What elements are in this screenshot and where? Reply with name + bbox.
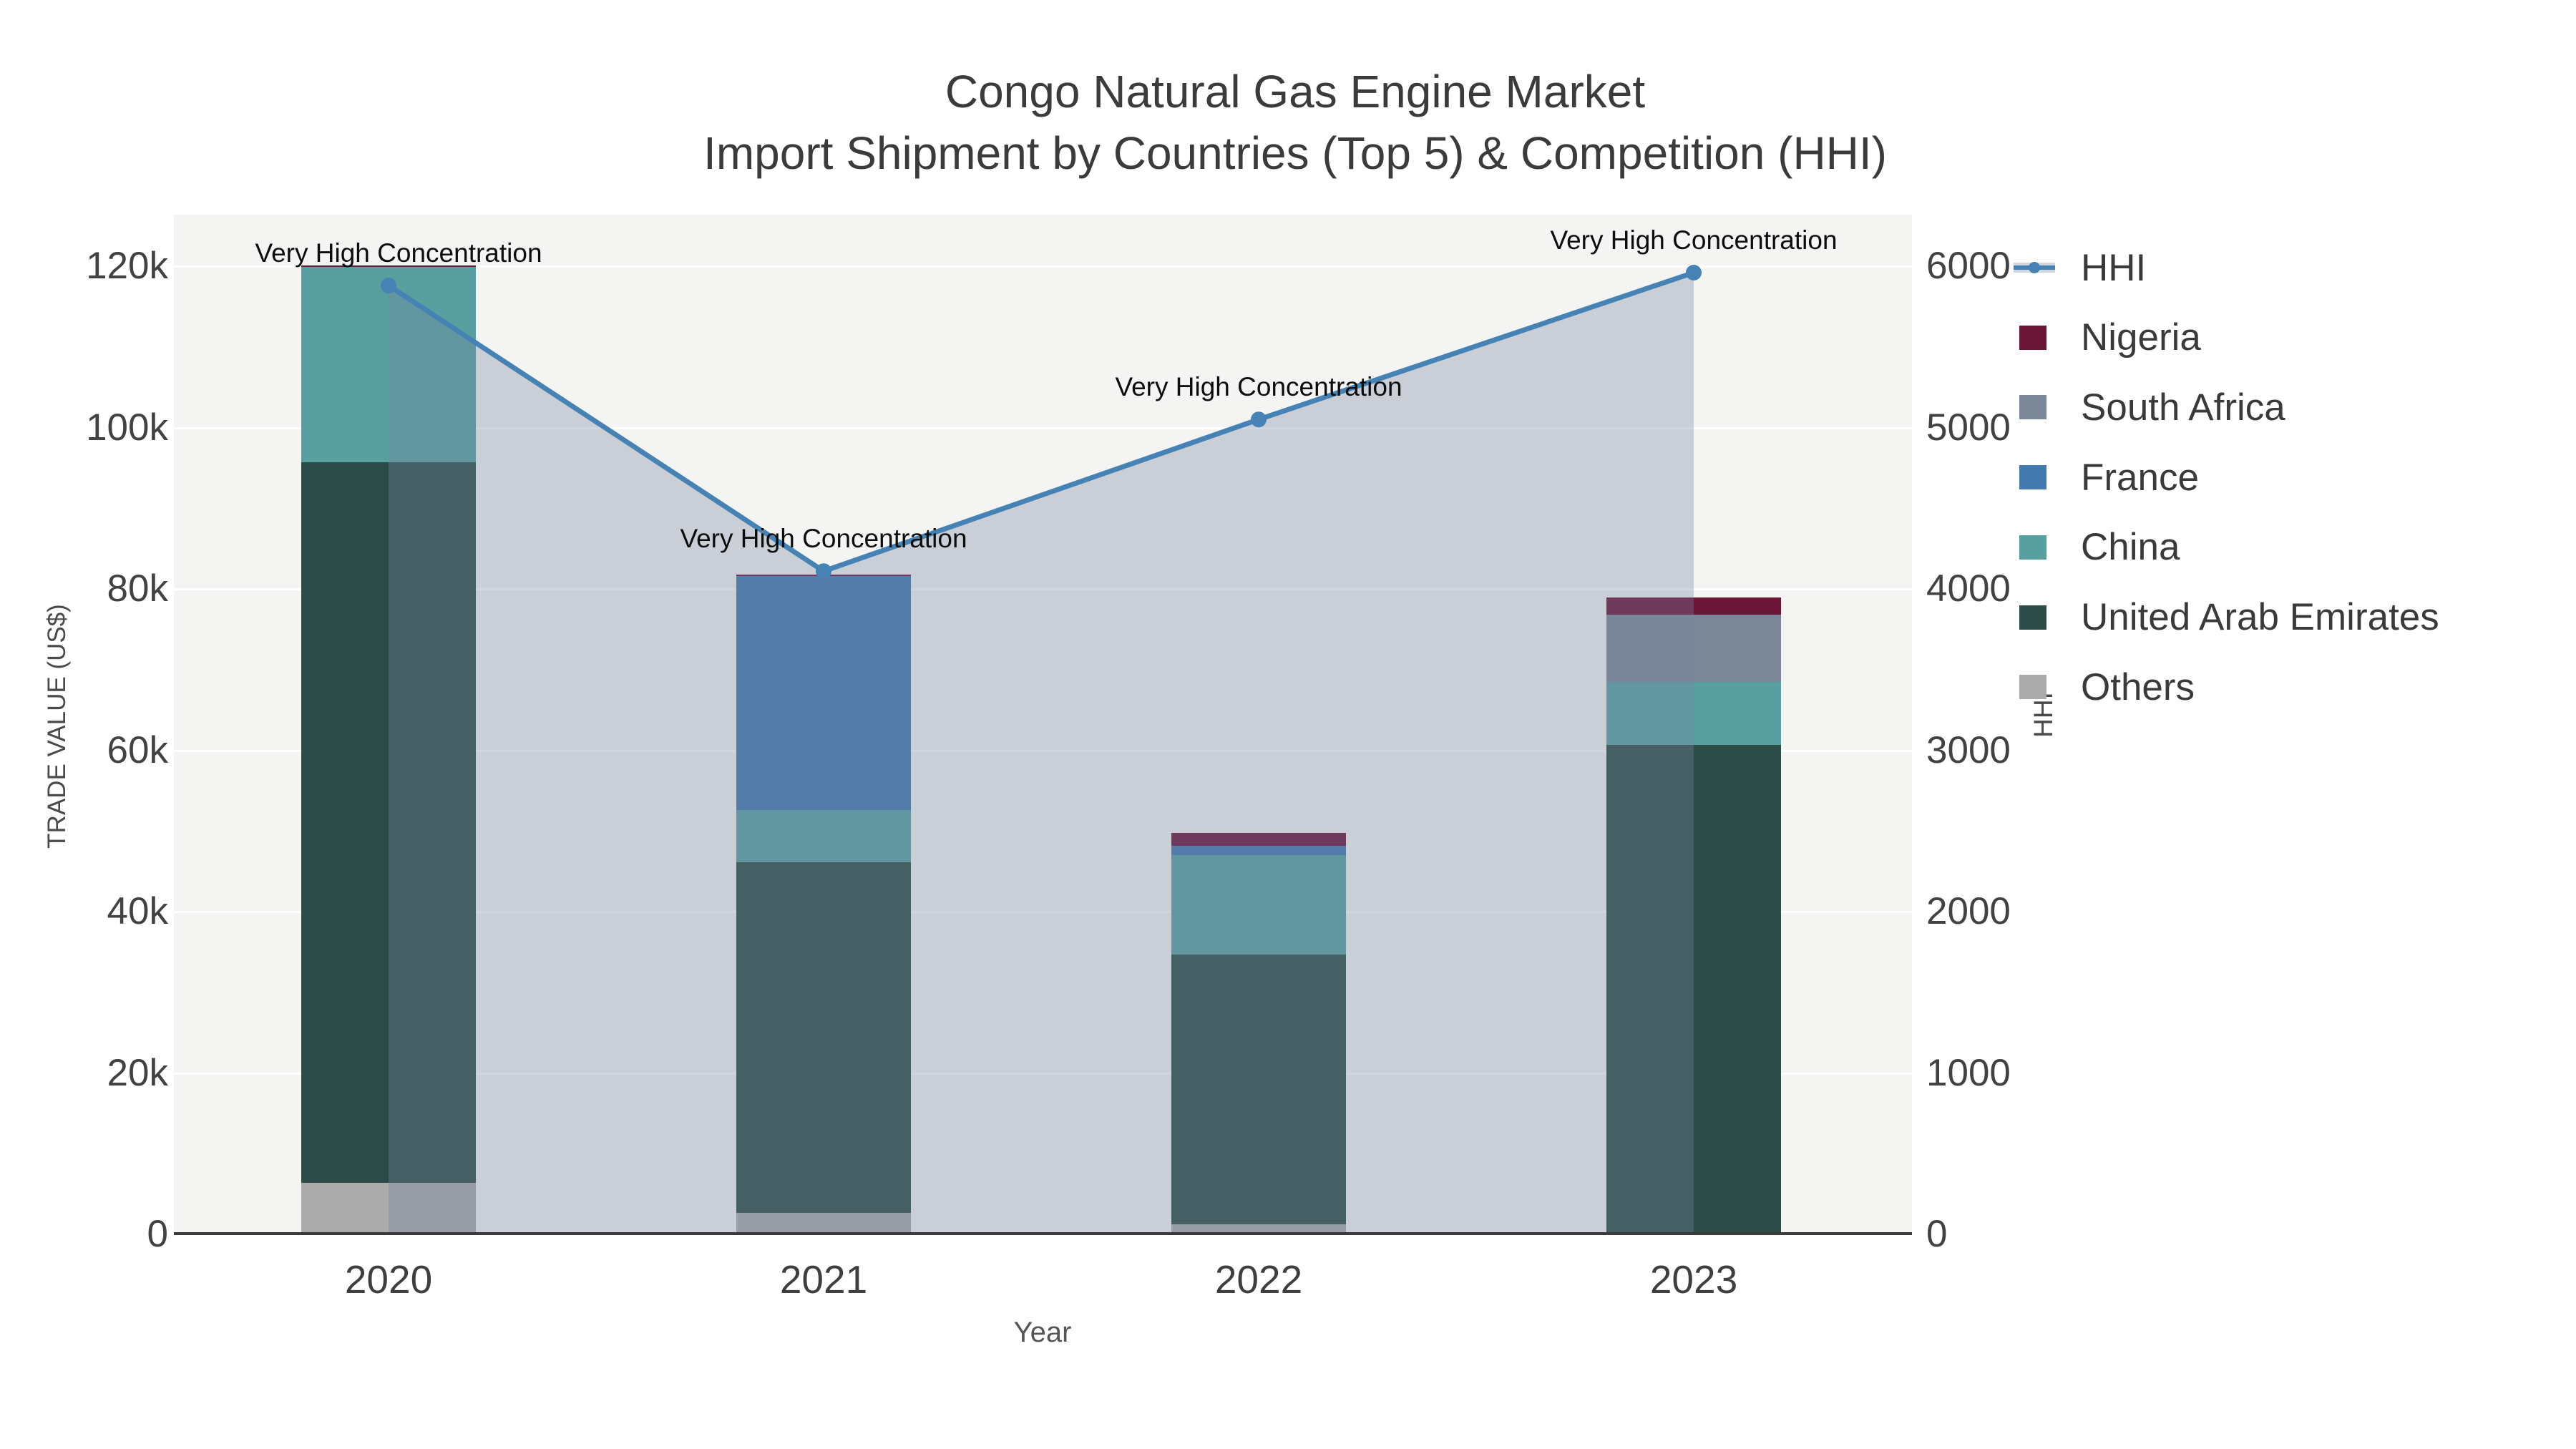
y-right-tick-1000: 1000 (1926, 1051, 2011, 1094)
color-swatch (2019, 465, 2046, 490)
bar-segment-2023-china[interactable] (1606, 681, 1781, 745)
y-right-tick-2000: 2000 (1926, 890, 2011, 932)
bar-segment-2021-china[interactable] (736, 809, 911, 863)
gridline-60k (174, 749, 1912, 752)
legend-label: Others (2081, 665, 2195, 708)
gridline-80k (174, 588, 1912, 590)
hhi-line-swatch-icon (2014, 253, 2055, 282)
united-arab-emirates-swatch-icon (2014, 603, 2055, 632)
gridline-20k (174, 1072, 1912, 1075)
bar-segment-2020-united-arab-emirates[interactable] (301, 462, 476, 1183)
color-swatch (2019, 605, 2046, 630)
bar-segment-2020-others[interactable] (301, 1182, 476, 1234)
legend-label: United Arab Emirates (2081, 596, 2439, 638)
color-swatch (2019, 535, 2046, 560)
france-swatch-icon (2014, 463, 2055, 492)
y-right-tick-5000: 5000 (1926, 406, 2011, 449)
bar-segment-2023-united-arab-emirates[interactable] (1606, 744, 1781, 1232)
color-swatch (2019, 675, 2046, 700)
x-tick-2023: 2023 (1649, 1257, 1738, 1302)
color-swatch (2019, 325, 2046, 350)
y-left-tick-60k: 60k (107, 728, 168, 771)
legend-item-china[interactable]: China (2014, 512, 2180, 582)
legend-label: South Africa (2081, 386, 2285, 429)
nigeria-swatch-icon (2014, 323, 2055, 352)
plot-area (174, 215, 1912, 1234)
y-right-tick-0: 0 (1926, 1213, 1948, 1255)
chart-title-line1: Congo Natural Gas Engine Market (945, 66, 1646, 117)
legend-item-others[interactable]: Others (2014, 652, 2195, 722)
bar-segment-2022-others[interactable] (1171, 1224, 1346, 1234)
legend-label: HHI (2081, 246, 2147, 289)
legend-item-nigeria[interactable]: Nigeria (2014, 303, 2201, 373)
y-left-tick-120k: 120k (86, 245, 168, 287)
bar-segment-2020-nigeria[interactable] (301, 265, 476, 268)
bar-segment-2021-united-arab-emirates[interactable] (736, 862, 911, 1213)
bar-segment-2022-france[interactable] (1171, 845, 1346, 856)
x-axis-title: Year (1013, 1317, 1072, 1348)
legend-label: France (2081, 456, 2199, 499)
y-left-tick-80k: 80k (107, 567, 168, 610)
annotation-2021: Very High Concentration (680, 524, 967, 554)
y-left-tick-100k: 100k (86, 406, 168, 449)
hhi-marker-2020[interactable] (381, 278, 396, 294)
annotation-2023: Very High Concentration (1550, 225, 1838, 255)
legend-label: Nigeria (2081, 316, 2201, 359)
legend-item-france[interactable]: France (2014, 442, 2199, 512)
hhi-marker-glyph (2029, 262, 2040, 273)
hhi-marker-2021[interactable] (816, 563, 831, 580)
bar-segment-2021-france[interactable] (736, 575, 911, 810)
chart-title-line2: Import Shipment by Countries (Top 5) & C… (703, 127, 1887, 179)
gridline-120k (174, 265, 1912, 268)
x-tick-2022: 2022 (1214, 1257, 1303, 1302)
x-axis-line (174, 1232, 1912, 1235)
y-right-tick-3000: 3000 (1926, 728, 2011, 771)
legend-item-south-africa[interactable]: South Africa (2014, 372, 2285, 442)
legend-item-united-arab-emirates[interactable]: United Arab Emirates (2014, 582, 2439, 653)
bar-segment-2020-china[interactable] (301, 267, 476, 462)
legend-label: China (2081, 526, 2180, 569)
legend-item-hhi[interactable]: HHI (2014, 233, 2146, 303)
bar-segment-2023-nigeria[interactable] (1606, 597, 1781, 615)
y-right-tick-6000: 6000 (1926, 245, 2011, 287)
color-swatch (2019, 395, 2046, 420)
bar-segment-2022-nigeria[interactable] (1171, 832, 1346, 846)
bar-segment-2022-china[interactable] (1171, 855, 1346, 955)
south-africa-swatch-icon (2014, 393, 2055, 421)
annotation-2020: Very High Concentration (255, 238, 542, 268)
china-swatch-icon (2014, 533, 2055, 562)
x-tick-2021: 2021 (779, 1257, 868, 1302)
y-right-tick-4000: 4000 (1926, 567, 2011, 610)
y-left-tick-20k: 20k (107, 1051, 168, 1094)
hhi-marker-2023[interactable] (1686, 265, 1702, 281)
others-swatch-icon (2014, 673, 2055, 701)
hhi-marker-2022[interactable] (1251, 411, 1267, 428)
gridline-40k (174, 911, 1912, 913)
x-tick-2020: 2020 (344, 1257, 433, 1302)
y-left-tick-40k: 40k (107, 890, 168, 932)
annotation-2022: Very High Concentration (1115, 372, 1402, 402)
bar-segment-2023-south-africa[interactable] (1606, 615, 1781, 682)
bar-segment-2022-united-arab-emirates[interactable] (1171, 954, 1346, 1225)
y-left-tick-0: 0 (147, 1213, 168, 1255)
bar-segment-2021-others[interactable] (736, 1212, 911, 1234)
